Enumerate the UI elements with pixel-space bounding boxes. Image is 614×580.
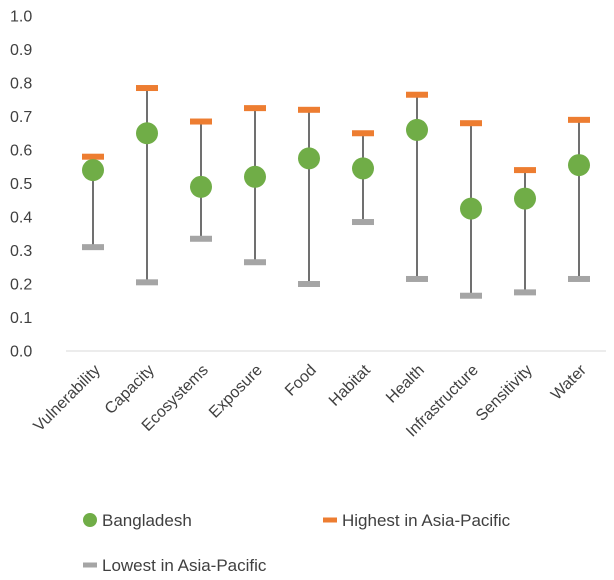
y-tick-label: 1.0: [10, 9, 32, 26]
marker-lowest-in-asia-pacific: [460, 292, 482, 299]
marker-highest-in-asia-pacific: [298, 106, 320, 113]
x-tick-label: Habitat: [326, 361, 374, 409]
x-tick-label: Sensitivity: [473, 362, 536, 425]
y-tick-label: 0.0: [10, 344, 32, 361]
range-bars: [92, 88, 580, 296]
marker-bangladesh: [190, 175, 212, 198]
x-tick-label: Health: [383, 362, 428, 407]
marker-bangladesh: [460, 197, 482, 220]
marker-lowest-in-asia-pacific: [136, 279, 158, 286]
y-tick-label: 0.7: [10, 109, 32, 126]
marker-bangladesh: [298, 147, 320, 170]
x-tick-label: Food: [282, 362, 320, 400]
marker-highest-in-asia-pacific: [514, 167, 536, 174]
marker-lowest-in-asia-pacific: [244, 259, 266, 266]
marker-lowest-in-asia-pacific: [406, 275, 428, 282]
marker-bangladesh: [352, 157, 374, 180]
y-tick-label: 0.6: [10, 143, 32, 160]
x-tick-label: Capacity: [102, 362, 158, 418]
y-tick-label: 0.5: [10, 176, 32, 193]
marker-bangladesh: [82, 159, 104, 182]
data-marks: [82, 85, 590, 299]
legend-item: Lowest in Asia-Pacific: [83, 556, 267, 575]
legend-item: Bangladesh: [83, 511, 192, 530]
marker-bangladesh: [406, 118, 428, 141]
marker-highest-in-asia-pacific: [244, 105, 266, 112]
y-tick-label: 0.2: [10, 277, 32, 294]
y-axis: 0.0 0.1 0.2 0.3 0.4 0.5 0.6 0.7 0.8 0.9 1.0: [10, 9, 32, 361]
marker-highest-in-asia-pacific: [460, 120, 482, 127]
legend-label: Highest in Asia-Pacific: [342, 511, 511, 530]
x-tick-label: Water: [548, 361, 590, 403]
y-tick-label: 0.1: [10, 310, 32, 327]
x-tick-label: Vulnerability: [31, 362, 104, 435]
legend-label: Bangladesh: [102, 511, 192, 530]
marker-lowest-in-asia-pacific: [82, 244, 104, 251]
marker-lowest-in-asia-pacific: [514, 289, 536, 296]
x-tick-label: Exposure: [206, 362, 266, 422]
marker-lowest-in-asia-pacific: [190, 235, 212, 242]
legend-item: Highest in Asia-Pacific: [323, 511, 511, 530]
marker-highest-in-asia-pacific: [568, 116, 590, 123]
marker-highest-in-asia-pacific: [406, 91, 428, 98]
marker-highest-in-asia-pacific: [352, 130, 374, 137]
marker-bangladesh: [244, 165, 266, 188]
legend-label: Lowest in Asia-Pacific: [102, 556, 267, 575]
legend-swatch: [83, 562, 97, 568]
marker-highest-in-asia-pacific: [190, 118, 212, 125]
marker-highest-in-asia-pacific: [136, 85, 158, 92]
marker-lowest-in-asia-pacific: [568, 275, 590, 282]
y-tick-label: 0.9: [10, 42, 32, 59]
y-tick-label: 0.4: [10, 210, 32, 227]
marker-lowest-in-asia-pacific: [352, 219, 374, 226]
marker-highest-in-asia-pacific: [82, 153, 104, 160]
marker-lowest-in-asia-pacific: [298, 281, 320, 287]
legend-swatch: [323, 517, 337, 523]
y-tick-label: 0.8: [10, 76, 32, 93]
marker-bangladesh: [136, 122, 158, 145]
legend: Bangladesh Highest in Asia-Pacific Lowest …: [83, 511, 511, 575]
legend-swatch: [83, 513, 97, 527]
y-tick-label: 0.3: [10, 243, 32, 260]
marker-bangladesh: [568, 154, 590, 177]
marker-bangladesh: [514, 187, 536, 210]
